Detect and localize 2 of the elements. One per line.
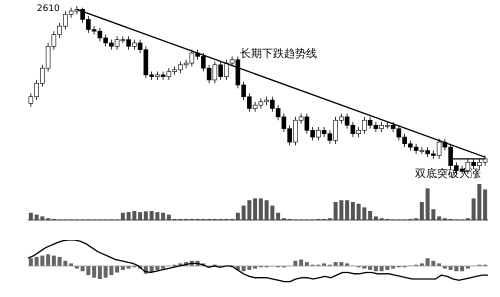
annotation: 长期下跌趋势线	[240, 46, 317, 61]
annotation: 2610	[36, 4, 60, 14]
